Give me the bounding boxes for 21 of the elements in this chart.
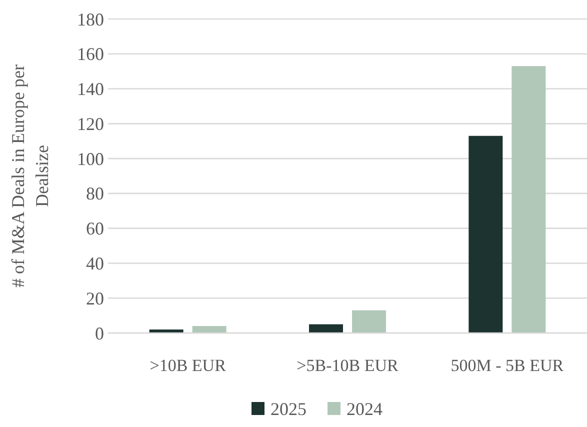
- legend-label: 2025: [270, 399, 306, 419]
- bar: [512, 66, 546, 333]
- y-tick-label: 20: [86, 288, 104, 308]
- y-tick-label: 40: [86, 254, 104, 274]
- y-tick-label: 100: [77, 148, 104, 169]
- y-tick-label: 160: [77, 44, 104, 64]
- y-axis-title: # of M&A Deals in Europe per Dealsize: [8, 64, 52, 288]
- x-tick-label: >10B EUR: [150, 356, 227, 375]
- y-tick-label: 120: [77, 114, 104, 134]
- bar: [192, 326, 226, 333]
- bar: [309, 324, 343, 333]
- bar: [468, 136, 503, 333]
- x-tick-label: 500M - 5B EUR: [450, 356, 564, 375]
- y-tick-label: 0: [95, 323, 104, 344]
- bar: [352, 310, 386, 333]
- y-tick-label: 180: [77, 9, 104, 30]
- x-tick-label: >5B-10B EUR: [296, 356, 399, 375]
- legend-label: 2024: [346, 399, 382, 419]
- y-tick-label: 140: [77, 79, 104, 100]
- y-tick-label: 80: [86, 184, 104, 204]
- y-tick-label: 60: [86, 218, 104, 239]
